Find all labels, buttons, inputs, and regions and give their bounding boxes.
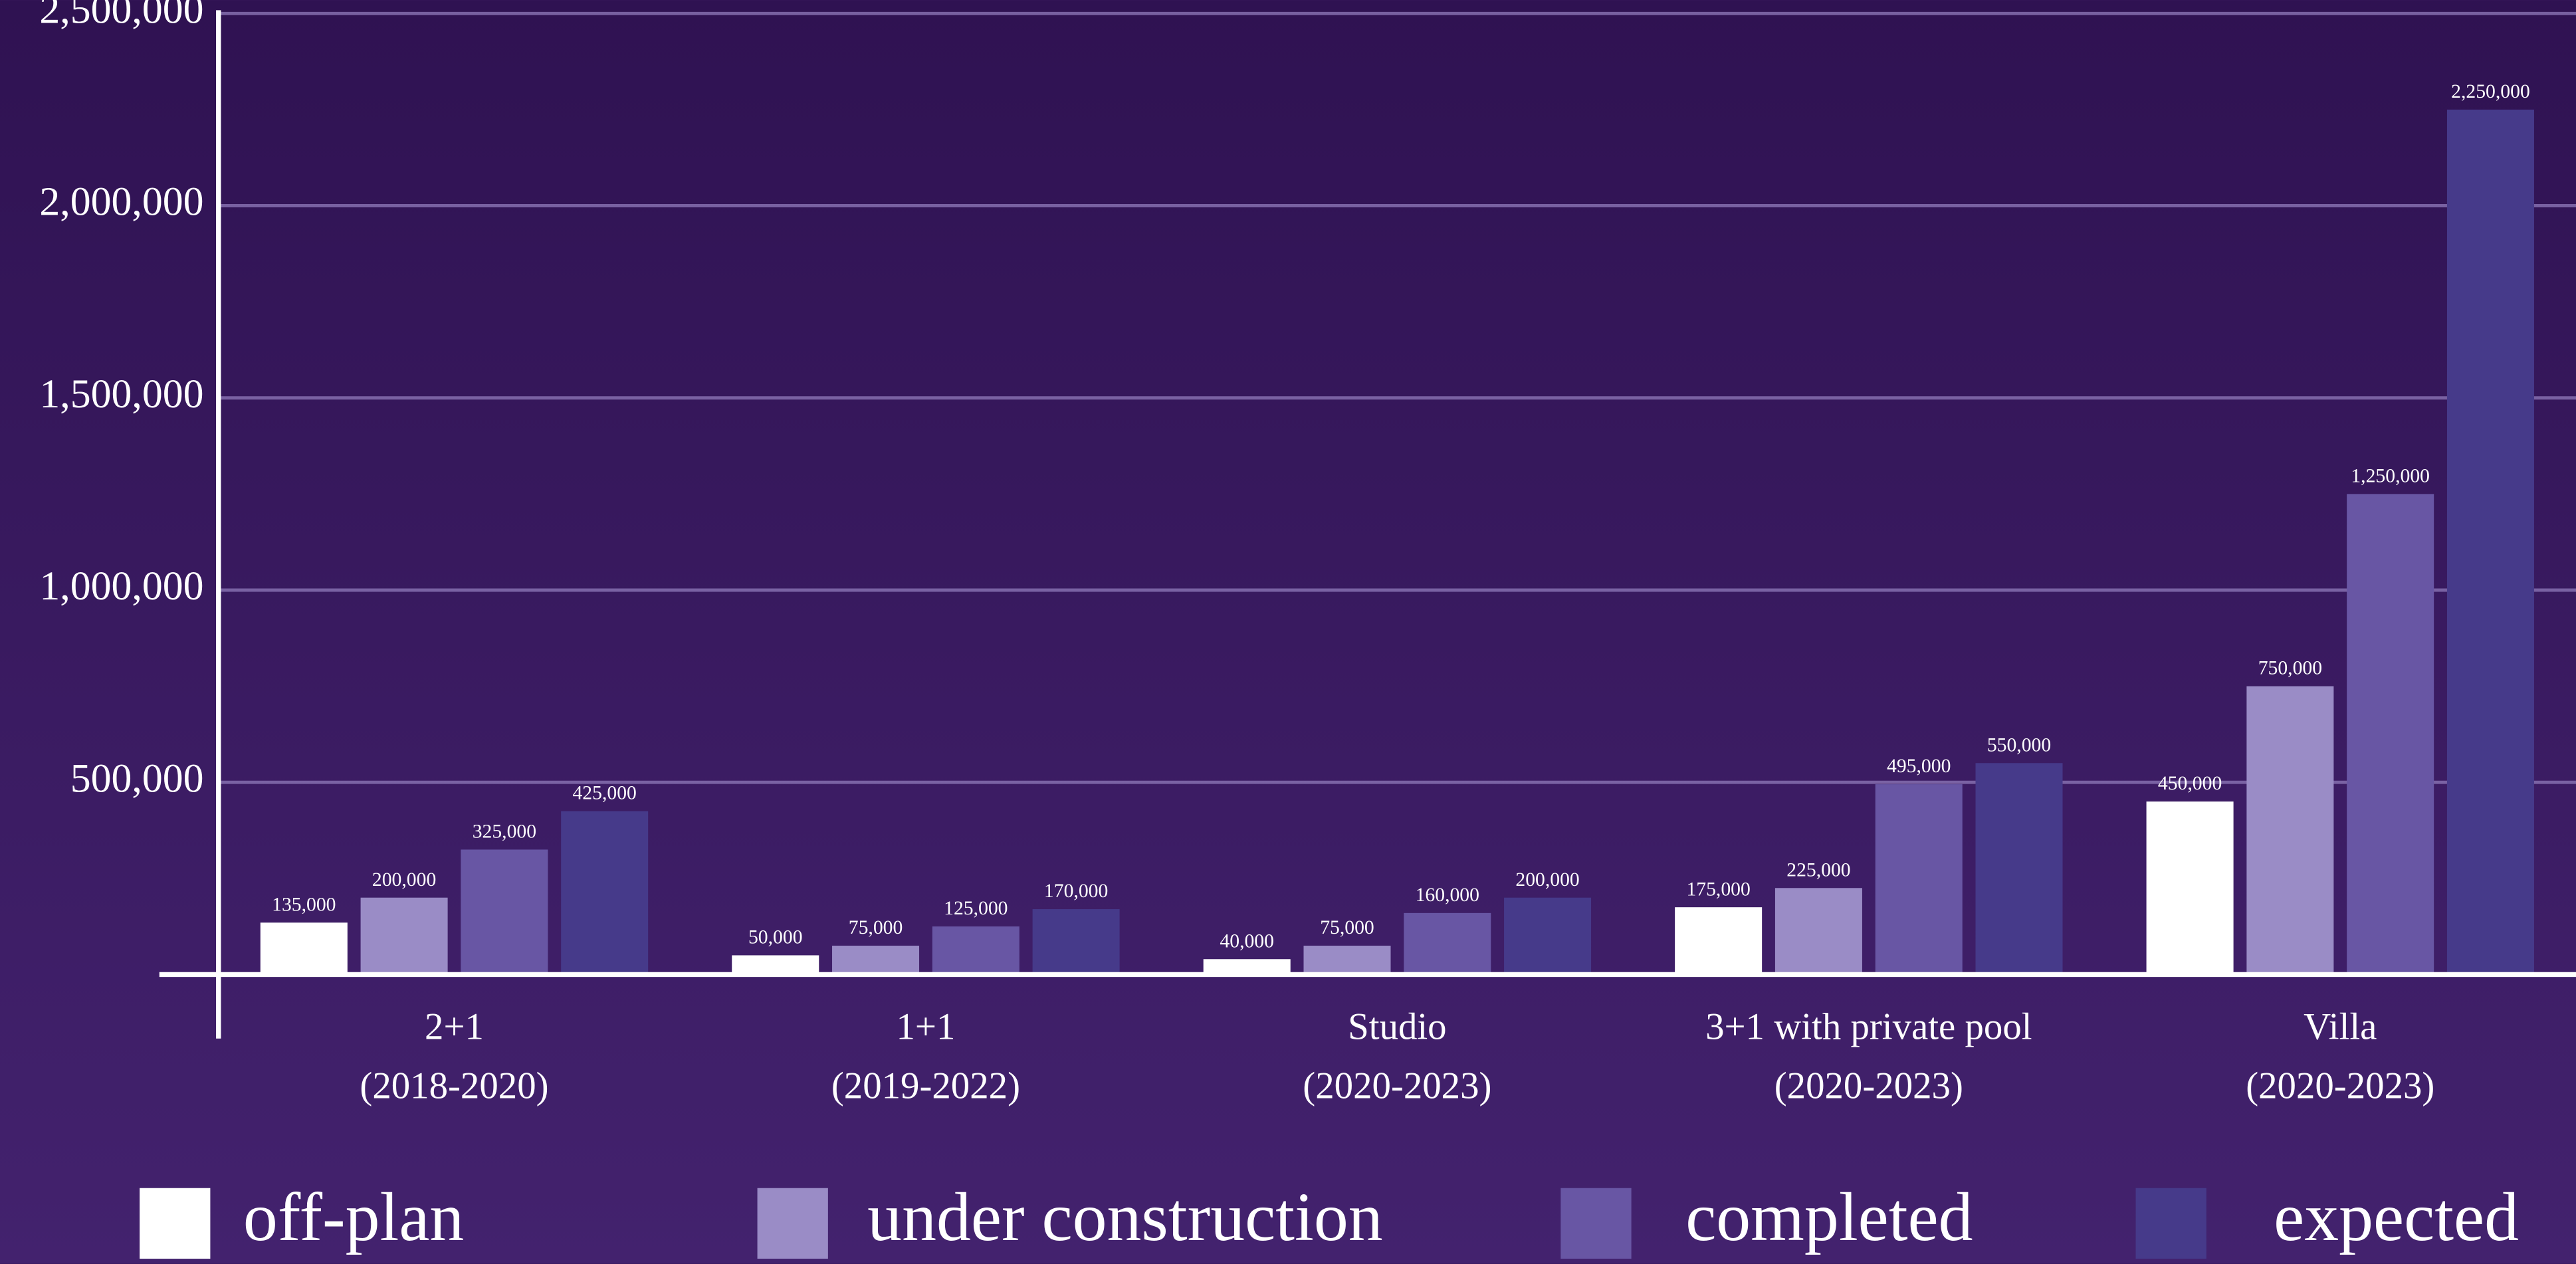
bar [932,926,1020,975]
value-label: 175,000 [1686,879,1750,900]
bar [260,922,348,975]
y-tick-label: 2,000,000 [39,179,203,225]
bar [732,955,819,975]
bar [1875,784,1963,975]
y-tick-label: 2,500,000 [39,0,203,33]
bar [2146,801,2234,975]
value-label: 325,000 [473,821,536,843]
y-tick-label: 1,500,000 [39,371,203,417]
legend-swatch [1560,1188,1632,1259]
legend: off-plan under construction completed expec… [140,1179,2519,1259]
labels: 500,000 1,000,000 1,500,000 2,000,000 2,500,… [39,0,2529,1106]
value-label: 750,000 [2258,658,2322,679]
value-label: 450,000 [2158,773,2222,794]
value-label: 135,000 [272,894,336,915]
x-tick-label: (2020-2023) [1774,1065,1963,1106]
bar [2246,686,2334,975]
bar [1504,897,1592,975]
bar [360,897,448,975]
x-tick-label: Studio [1348,1005,1446,1047]
x-tick-label: 1+1 [896,1005,955,1047]
bar [1675,907,1763,975]
legend-label: expected [2274,1179,2519,1255]
value-label: 2,250,000 [2451,81,2530,102]
bar [1032,909,1120,975]
legend-label: completed [1685,1179,1973,1255]
value-label: 50,000 [748,927,803,948]
value-label: 170,000 [1044,881,1108,902]
grid [218,11,2576,784]
legend-swatch [140,1188,211,1259]
value-label: 425,000 [572,783,636,804]
value-label: 550,000 [1987,734,2051,756]
bar [2446,109,2534,975]
bar [1774,888,1862,975]
bar [1303,946,1391,975]
value-label: 1,250,000 [2351,465,2430,486]
bar [1404,912,1491,975]
value-label: 75,000 [849,917,903,938]
bar [561,811,649,975]
value-label: 40,000 [1220,930,1274,952]
legend-label: off-plan [243,1179,464,1255]
x-tick-label: 2+1 [425,1005,484,1047]
bars [260,109,2534,975]
x-tick-label: Villa [2304,1005,2377,1047]
legend-label: under construction [867,1179,1383,1255]
legend-swatch [757,1188,828,1259]
bar [461,849,548,975]
legend-swatch [2135,1188,2206,1259]
x-tick-label: 3+1 with private pool [1705,1005,2032,1047]
x-tick-label: (2019-2022) [831,1065,1020,1106]
value-label: 160,000 [1416,885,1479,906]
bar [1203,959,1291,975]
value-label: 495,000 [1887,756,1951,777]
value-label: 225,000 [1786,859,1850,881]
value-label: 200,000 [1515,869,1579,891]
x-tick-label: (2018-2020) [360,1065,548,1106]
value-label: 200,000 [372,869,436,891]
x-tick-label: (2020-2023) [2246,1065,2434,1106]
value-label: 125,000 [944,898,1008,919]
x-tick-label: (2020-2023) [1303,1065,1491,1106]
y-tick-label: 500,000 [70,756,204,801]
bar [2347,494,2434,975]
value-label: 75,000 [1320,917,1374,938]
y-tick-label: 1,000,000 [39,564,203,609]
bar [1975,763,2063,975]
bar [832,946,920,975]
